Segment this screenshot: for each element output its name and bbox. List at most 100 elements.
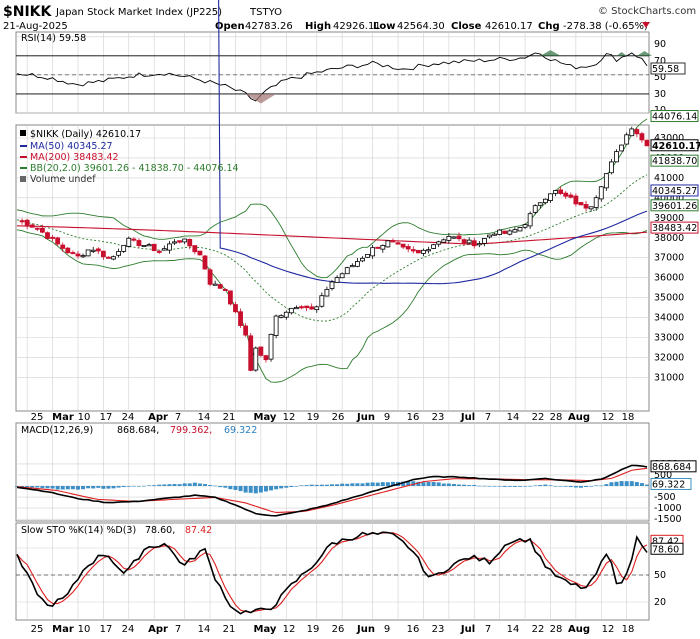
candle-body (482, 237, 487, 244)
price-tag-label: 38483.42 (652, 223, 697, 234)
candle-body (583, 204, 589, 209)
candle-body (522, 224, 528, 228)
macd-histogram-bar (375, 482, 380, 486)
macd-histogram-bar (472, 484, 477, 486)
macd-histogram-bar (319, 484, 324, 486)
candle-body (131, 238, 137, 241)
candle-body (50, 236, 55, 239)
brand-logo: © StockCharts.com (598, 6, 696, 17)
macd-tag-box (650, 460, 697, 473)
candle-body (294, 307, 299, 310)
macd-histogram-bar (614, 481, 619, 486)
macd-histogram-bar (218, 486, 223, 488)
x-axis-label: Jul (460, 412, 475, 423)
macd-histogram-bar (457, 484, 462, 486)
candle-body (197, 250, 203, 256)
macd-histogram-bar (70, 486, 75, 490)
macd-histogram-bar (65, 486, 70, 490)
candle-body (268, 333, 274, 360)
x-axis-label: Apr (148, 624, 168, 635)
candle-body (100, 250, 106, 258)
candle-body (217, 284, 223, 289)
candle-body (212, 283, 218, 286)
down-arrow-icon (642, 22, 650, 28)
candle-body (431, 244, 437, 249)
x-axis-label: 22 (532, 412, 545, 423)
candle-body (167, 243, 172, 251)
candle-body (624, 134, 630, 145)
price-tag-label: 41838.70 (652, 156, 697, 167)
macd-histogram-bar (645, 484, 649, 486)
macd-histogram-bar (86, 486, 91, 489)
candle-body (85, 249, 91, 257)
macd-histogram-bar (314, 484, 319, 486)
macd-histogram-bar (233, 486, 238, 490)
date-label: 21-Aug-2025 (3, 21, 68, 32)
candle-body (355, 261, 360, 267)
price-tag-box (650, 184, 699, 197)
chg-label: Chg (538, 21, 560, 32)
rsi-value-label: 59.58 (652, 64, 679, 75)
x-axis-label: Aug (568, 412, 590, 423)
macd-line (16, 464, 648, 517)
macd-histogram-bar (533, 485, 538, 487)
x-axis-label: May (254, 412, 277, 423)
candle-body (202, 255, 208, 270)
candle-body (75, 253, 81, 257)
candle-body (634, 129, 640, 135)
macd-histogram-bar (629, 481, 634, 486)
price-tick-label: 33000 (654, 333, 684, 344)
candle-body (207, 269, 213, 285)
sto-tick-label: 50 (654, 570, 666, 581)
macd-histogram-bar (182, 483, 187, 486)
candle-body (542, 198, 548, 204)
macd-histogram-bar (258, 486, 263, 493)
macd-histogram-bar (147, 485, 152, 486)
candle-body (639, 133, 645, 141)
macd-histogram-bar (167, 484, 172, 486)
rsi-oversold-fill (245, 93, 277, 104)
candle-body (106, 256, 111, 259)
bb-upper-line (16, 118, 648, 279)
x-axis-label: 18 (622, 412, 635, 423)
macd-histogram-bar (502, 486, 507, 487)
candle-body (278, 315, 284, 318)
macd-histogram-bar (553, 486, 558, 487)
candle-body (603, 173, 609, 189)
x-axis-label: 28 (550, 412, 563, 423)
macd-histogram-bar (487, 486, 492, 487)
index-name: Japan Stock Market Index (JP225) (55, 7, 222, 18)
sto-legend-b: 78.60, (145, 525, 175, 536)
macd-histogram-bar (360, 483, 365, 486)
x-axis-label: 21 (223, 412, 236, 423)
candle-body (45, 232, 50, 239)
candle-body (410, 249, 416, 252)
macd-signal-line (16, 467, 648, 514)
macd-histogram-bar (512, 486, 517, 487)
candle-body (558, 189, 564, 194)
x-axis-label: Jul (460, 624, 475, 635)
candle-body (60, 244, 66, 249)
macd-histogram-bar (208, 485, 213, 486)
macd-histogram-bar (584, 486, 589, 488)
x-axis-label: 12 (283, 624, 296, 635)
macd-histogram-bar (411, 481, 416, 486)
price-tick-label: 35000 (654, 293, 684, 304)
candle-body (40, 227, 45, 233)
macd-histogram-bar (187, 483, 192, 486)
exchange-label: TSTYO (249, 7, 282, 18)
candle-body (90, 249, 96, 252)
rsi-tick: 30 (654, 89, 666, 100)
sto-tick-label: 20 (654, 597, 666, 608)
macd-histogram-bar (578, 486, 583, 488)
macd-histogram-bar (121, 486, 126, 488)
macd-histogram-bar (624, 481, 629, 486)
candle-body (324, 289, 330, 297)
candle-body (238, 311, 243, 326)
candle-body (492, 233, 497, 236)
macd-tick-label: -500 (654, 492, 676, 503)
candle-body (222, 288, 228, 291)
candle-body (283, 311, 289, 318)
x-axis-label: 26 (332, 412, 345, 423)
bb-lower-line (16, 229, 648, 383)
